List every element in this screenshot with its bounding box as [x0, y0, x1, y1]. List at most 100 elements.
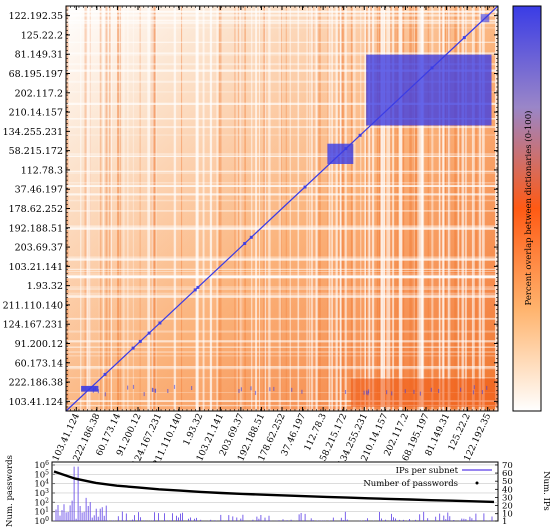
heatmap-speckle	[240, 387, 242, 392]
heatmap-stripe	[472, 6, 475, 411]
heatmap-stripe	[153, 6, 156, 411]
heatmap-stripe	[413, 6, 415, 411]
number-of-passwords-series	[53, 470, 495, 504]
bottom-left-tick-label: 100	[34, 516, 49, 527]
heatmap-stripe	[376, 6, 378, 411]
heatmap-stripe	[181, 6, 183, 411]
heatmap-stripe	[457, 6, 460, 411]
heatmap-speckle	[250, 386, 252, 391]
heatmap-stripe	[239, 6, 243, 411]
heatmap-stripe	[66, 194, 498, 196]
heatmap-stripe	[66, 54, 498, 56]
bottom-left-tick-label: 106	[34, 460, 49, 471]
heatmap-stripe	[285, 6, 287, 411]
heatmap-speckle	[143, 392, 145, 397]
heatmap-y-tick-label: 103.21.141	[9, 262, 63, 273]
heatmap-high-overlap-block	[366, 54, 492, 126]
heatmap-speckle	[167, 389, 169, 393]
heatmap-stripe	[317, 6, 320, 411]
heatmap-stripe	[66, 258, 498, 261]
heatmap-stripe	[86, 6, 89, 411]
heatmap-stripe	[66, 126, 498, 129]
heatmap-stripe	[66, 292, 498, 295]
heatmap-stripe	[66, 80, 498, 83]
heatmap-speckle	[291, 387, 293, 392]
heatmap-stripe	[340, 6, 342, 411]
heatmap-stripe	[153, 6, 156, 411]
heatmap-speckle	[254, 390, 257, 395]
heatmap-speckle	[460, 387, 462, 392]
heatmap-stripe	[335, 6, 338, 411]
heatmap-speckle	[472, 390, 475, 395]
heatmap-stripe	[380, 6, 384, 411]
heatmap-stripe	[241, 6, 243, 411]
bottom-right-tick-label: 60	[502, 469, 513, 479]
heatmap-stripe	[255, 6, 257, 411]
heatmap-speckle	[430, 387, 432, 392]
heatmap-y-tick-label: 178.62.252	[9, 204, 63, 215]
bottom-left-tick-label: 101	[34, 507, 49, 518]
heatmap-stripe	[369, 6, 373, 411]
heatmap-stripe	[315, 6, 318, 411]
heatmap-stripe	[344, 6, 346, 411]
heatmap-high-overlap-block	[366, 54, 492, 126]
heatmap-speckle	[438, 389, 440, 393]
heatmap-stripe	[66, 21, 498, 25]
heatmap-stripe	[251, 6, 253, 411]
heatmap-y-tick-label: 124.167.231	[3, 320, 63, 331]
heatmap-stripe	[66, 155, 498, 157]
heatmap-stripe	[417, 6, 419, 411]
heatmap-stripe	[66, 27, 498, 29]
heatmap-stripe	[367, 6, 369, 411]
heatmap-stripe	[306, 6, 308, 411]
heatmap-stripe	[120, 6, 121, 411]
heatmap-stripe	[66, 118, 498, 120]
heatmap-stripe	[360, 6, 362, 411]
heatmap-stripe	[66, 346, 498, 348]
heatmap-stripe	[98, 6, 100, 411]
heatmap-stripe	[350, 6, 353, 411]
heatmap-speckle	[97, 389, 99, 394]
heatmap-stripe	[464, 6, 467, 411]
heatmap-speckle	[173, 384, 176, 389]
heatmap-stripe	[66, 404, 498, 407]
heatmap-stripe	[312, 6, 314, 411]
heatmap-stripe	[110, 6, 112, 411]
heatmap-stripe	[461, 6, 464, 411]
heatmap-stripe	[401, 6, 405, 411]
heatmap-blue-blocks	[81, 14, 492, 397]
heatmap-stripe	[127, 6, 129, 411]
heatmap-stripe	[210, 6, 213, 411]
heatmap-stripe	[345, 6, 347, 411]
heatmap-stripe	[84, 6, 86, 411]
heatmap-stripe	[289, 6, 291, 411]
heatmap-stripe	[117, 6, 119, 411]
heatmap-stripe	[308, 6, 311, 411]
heatmap-stripe	[460, 6, 463, 411]
heatmap-stripe	[390, 6, 392, 411]
heatmap-stripe	[105, 6, 108, 411]
heatmap-y-tick-label: 222.186.38	[9, 378, 63, 389]
heatmap-stripe	[339, 6, 342, 411]
heatmap-stripe	[151, 6, 154, 411]
bottom-right-axis-label: Num. IPs	[541, 471, 550, 511]
heatmap-y-tick-label: 68.195.197	[9, 69, 63, 80]
heatmap-stripe	[66, 296, 498, 298]
heatmap-stripe	[151, 6, 153, 411]
heatmap-stripe	[66, 294, 498, 297]
heatmap-stripe	[409, 6, 412, 411]
heatmap-stripe	[427, 6, 429, 411]
heatmap-stripe	[66, 317, 498, 320]
heatmap-speckle	[473, 385, 475, 390]
heatmap-stripe	[66, 102, 498, 105]
heatmap-stripe	[66, 19, 498, 22]
heatmap-stripe	[88, 6, 91, 411]
heatmap-stripe	[66, 273, 498, 275]
heatmap-stripe	[66, 42, 498, 43]
heatmap-stripe	[438, 6, 441, 411]
heatmap-stripe	[236, 6, 238, 411]
heatmap-speckle	[486, 385, 488, 390]
heatmap-stripe	[368, 6, 371, 411]
